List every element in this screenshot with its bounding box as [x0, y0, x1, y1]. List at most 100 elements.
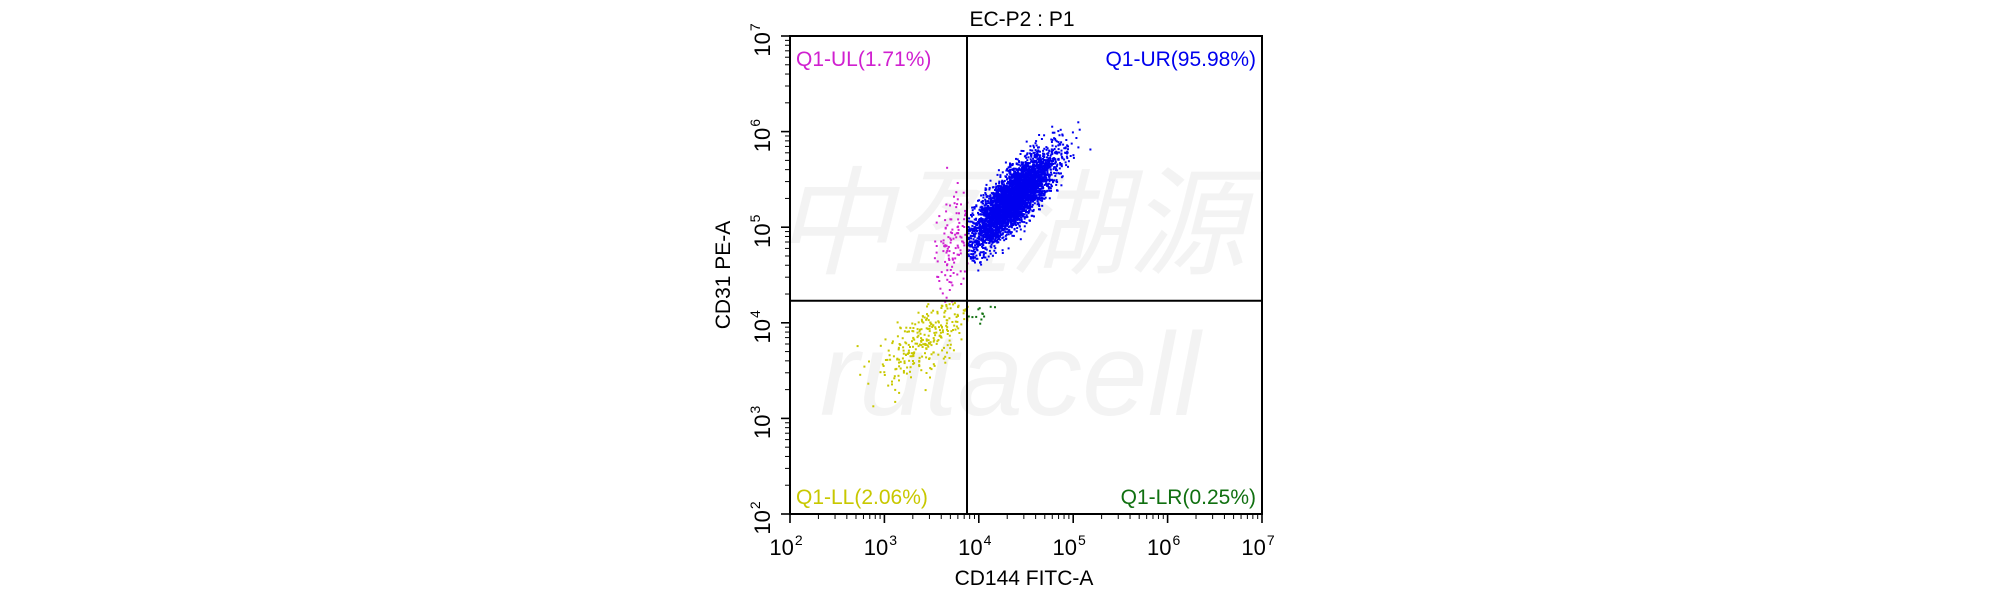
event-point	[1040, 184, 1043, 187]
event-point	[1059, 128, 1062, 131]
event-point	[984, 187, 987, 190]
event-point	[899, 367, 902, 370]
event-point	[991, 237, 994, 240]
event-point	[1043, 147, 1046, 150]
event-point	[988, 229, 991, 231]
event-point	[996, 240, 998, 242]
event-point	[958, 212, 960, 215]
event-point	[1050, 162, 1053, 165]
event-point	[998, 219, 1001, 222]
event-point	[980, 226, 983, 229]
event-point	[971, 224, 974, 227]
event-point	[1002, 200, 1005, 203]
event-point	[1044, 169, 1047, 172]
event-point	[1031, 149, 1034, 152]
event-point	[1000, 188, 1003, 191]
event-point	[944, 355, 947, 358]
event-point	[913, 351, 916, 354]
event-point	[1035, 173, 1038, 176]
event-point	[1007, 215, 1010, 218]
event-point	[988, 230, 991, 233]
event-point	[987, 207, 990, 210]
event-point	[1046, 147, 1049, 150]
event-point	[959, 252, 962, 255]
event-point	[1031, 179, 1034, 182]
event-point	[884, 338, 887, 341]
event-point	[998, 182, 1001, 185]
event-point	[956, 244, 959, 247]
event-point	[1027, 212, 1030, 215]
event-point	[952, 272, 955, 274]
event-point	[943, 311, 946, 314]
event-point	[1063, 147, 1066, 150]
event-point	[1014, 170, 1017, 173]
event-point	[1031, 197, 1033, 200]
event-point	[988, 215, 991, 218]
event-point	[952, 252, 955, 255]
event-point	[977, 227, 979, 229]
event-point	[1058, 134, 1061, 137]
event-point	[985, 195, 988, 198]
event-point	[879, 371, 882, 374]
event-point	[982, 194, 985, 196]
event-point	[945, 303, 948, 306]
event-point	[994, 187, 997, 190]
event-point	[1010, 226, 1013, 229]
event-point	[957, 305, 959, 308]
event-point	[883, 371, 886, 374]
event-point	[981, 202, 984, 205]
event-point	[994, 229, 996, 232]
event-point	[978, 227, 981, 230]
event-point	[992, 217, 995, 220]
event-point	[1037, 191, 1040, 193]
event-point	[1042, 194, 1045, 197]
y-axis-label: CD31 PE-A	[712, 221, 735, 330]
event-point	[1007, 204, 1010, 207]
event-point	[1009, 197, 1012, 200]
event-point	[1007, 166, 1010, 169]
event-point	[997, 201, 1000, 204]
event-point	[1009, 163, 1011, 166]
event-point	[1007, 193, 1010, 196]
event-point	[881, 363, 884, 366]
event-point	[989, 194, 992, 197]
event-point	[963, 244, 966, 247]
event-point	[937, 320, 940, 323]
event-point	[916, 328, 919, 331]
event-point	[1019, 238, 1022, 241]
event-point	[953, 324, 956, 327]
event-point	[956, 320, 959, 323]
event-point	[984, 234, 987, 237]
event-point	[1051, 125, 1054, 128]
event-point	[1004, 215, 1006, 217]
event-point	[984, 212, 987, 215]
event-point	[1006, 182, 1009, 185]
event-point	[1013, 220, 1015, 223]
event-point	[1014, 167, 1017, 170]
event-point	[982, 254, 985, 257]
event-point	[973, 248, 976, 251]
event-point	[948, 339, 951, 342]
event-point	[1036, 200, 1039, 203]
event-point	[1012, 234, 1015, 237]
event-point	[991, 236, 993, 239]
event-point	[999, 238, 1002, 241]
event-point	[926, 305, 928, 308]
event-point	[972, 252, 975, 255]
event-point	[1054, 160, 1057, 163]
event-point	[1052, 168, 1055, 171]
event-point	[949, 275, 952, 277]
event-point	[1044, 161, 1047, 164]
event-point	[993, 195, 995, 198]
event-point	[1016, 216, 1019, 219]
event-point	[984, 208, 987, 211]
event-point	[956, 273, 959, 276]
event-point	[1005, 191, 1008, 193]
event-point	[936, 340, 939, 343]
event-point	[975, 204, 978, 207]
event-point	[938, 326, 940, 329]
event-point	[1016, 208, 1019, 211]
event-point	[1010, 187, 1013, 190]
event-point	[1055, 150, 1058, 153]
event-point	[1055, 180, 1058, 183]
